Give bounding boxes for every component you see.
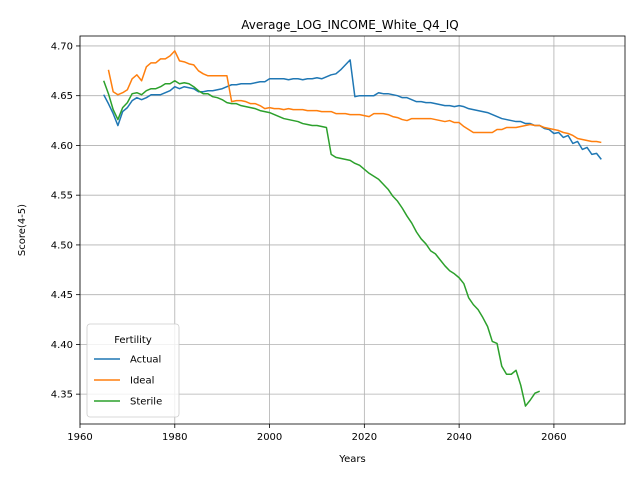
x-tick-label: 2040 (446, 432, 471, 443)
y-tick-label: 4.45 (51, 290, 73, 301)
x-tick-label: 1980 (162, 432, 187, 443)
x-tick-label: 2020 (352, 432, 377, 443)
y-tick-label: 4.65 (51, 91, 73, 102)
y-tick-label: 4.60 (51, 141, 73, 152)
y-tick-label: 4.35 (51, 390, 73, 401)
plot-area-frame (79, 35, 626, 425)
legend-title: Fertility (114, 335, 152, 346)
legend-box (86, 323, 180, 418)
legend-label-sterile: Sterile (130, 397, 162, 408)
series-line-actual (103, 59, 602, 160)
y-tick-label: 4.50 (51, 240, 73, 251)
axis-ticks: 1960 1980 2000 2020 2040 2060 4.35 4.40 4.45 4.50… (51, 41, 567, 443)
y-tick-label: 4.55 (51, 191, 73, 202)
series-line-sterile (102, 80, 540, 407)
series-lines (102, 50, 602, 407)
legend-label-ideal: Ideal (130, 376, 154, 387)
x-axis-label: Years (338, 454, 365, 465)
legend: Fertility Actual Ideal Sterile (86, 323, 180, 418)
y-tick-label: 4.40 (51, 340, 73, 351)
x-tick-label: 1960 (67, 432, 92, 443)
chart-title: Average_LOG_INCOME_White_Q4_IQ (241, 18, 459, 32)
legend-label-actual: Actual (130, 355, 161, 366)
x-tick-label: 2000 (257, 432, 282, 443)
y-tick-label: 4.70 (51, 41, 73, 52)
x-tick-label: 2060 (541, 432, 566, 443)
series-line-ideal (107, 50, 602, 144)
y-axis-label: Score(4-5) (17, 204, 28, 256)
